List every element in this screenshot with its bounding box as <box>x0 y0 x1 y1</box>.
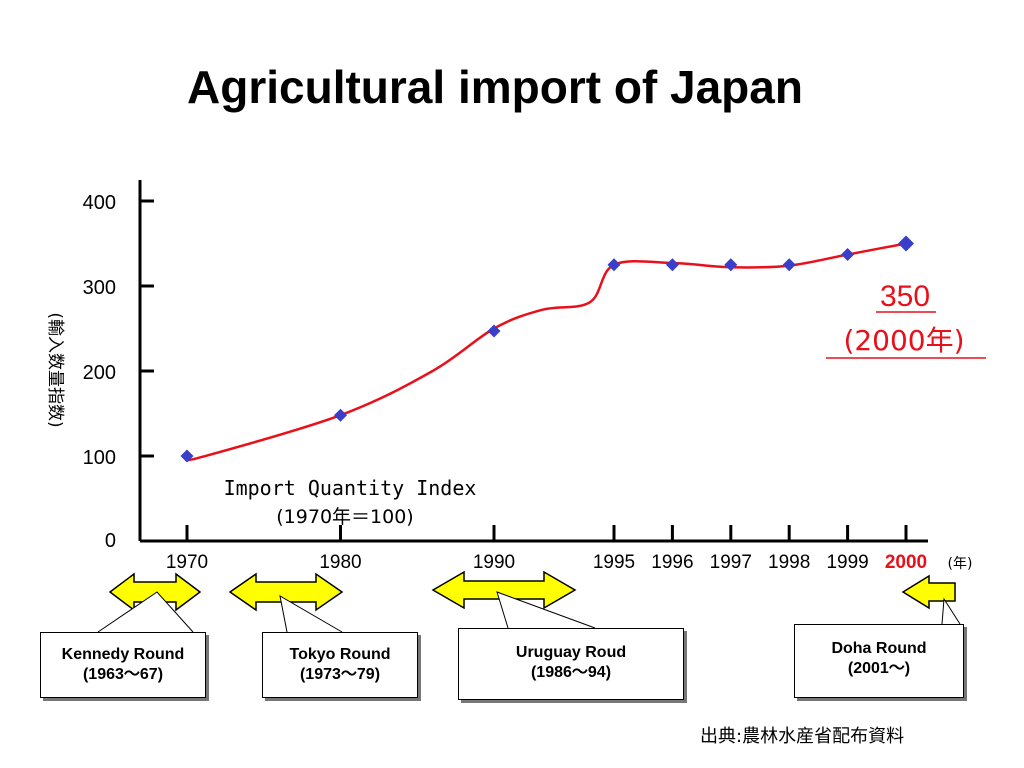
y-tick-label-400: 400 <box>83 192 116 214</box>
series-label: Import Quantity Index <box>224 476 477 500</box>
page-title: Agricultural import of Japan <box>187 61 803 113</box>
marker-1995 <box>607 258 621 272</box>
marker-1990 <box>487 324 501 338</box>
doha-callout-pointer <box>941 597 961 625</box>
data-markers <box>180 235 914 463</box>
y-axis-tick-labels: 0 100 200 300 400 <box>83 192 116 552</box>
doha-round-name: Doha Round <box>831 640 927 657</box>
tokyo-callout-pointer <box>279 595 343 633</box>
x-tick-label-1999: 1999 <box>826 552 868 573</box>
marker-1998 <box>782 258 796 272</box>
tokyo-round-arrow <box>228 572 344 612</box>
doha-round-callout: Doha Round (2001〜) <box>794 624 964 698</box>
x-tick-label-2000: 2000 <box>885 552 927 573</box>
marker-1980 <box>334 408 347 422</box>
series-note: (1970年＝100) <box>276 506 413 528</box>
x-axis-tick-labels: 1970 1980 1990 1995 1996 1997 1998 1999 2000 <box>166 552 927 573</box>
uruguay-round-name: Uruguay Roud <box>515 644 627 661</box>
uruguay-round-years: (1986〜94) <box>530 664 612 681</box>
x-axis-unit-label: (年) <box>948 556 973 572</box>
x-tick-label-1998: 1998 <box>768 552 810 573</box>
marker-1970 <box>180 449 194 463</box>
y-tick-label-100: 100 <box>83 447 116 469</box>
annotation-year: (2000年) <box>843 324 964 357</box>
uruguay-callout-pointer <box>496 591 596 629</box>
import-index-line <box>184 242 908 462</box>
source-note: 出典:農林水産省配布資料 <box>700 726 905 747</box>
y-tick-label-300: 300 <box>83 277 116 299</box>
highlight-annotation: 350 (2000年) <box>826 280 986 359</box>
marker-2000 <box>898 235 914 252</box>
uruguay-round-arrow <box>431 570 577 610</box>
kennedy-round-name: Kennedy Round <box>61 646 185 663</box>
doha-round-years: (2001〜) <box>847 660 911 677</box>
x-tick-label-1997: 1997 <box>710 552 752 573</box>
kennedy-round-arrow <box>108 572 202 612</box>
x-tick-label-1990: 1990 <box>473 552 515 573</box>
y-tick-label-0: 0 <box>105 530 116 552</box>
tokyo-round-callout: Tokyo Round (1973〜79) <box>262 632 418 698</box>
annotation-value: 350 <box>880 280 930 313</box>
x-tick-label-1970: 1970 <box>166 552 208 573</box>
marker-1999 <box>841 248 855 262</box>
chart-axes <box>138 180 928 543</box>
tokyo-round-name: Tokyo Round <box>289 646 391 663</box>
kennedy-callout-pointer <box>97 591 194 633</box>
kennedy-round-years: (1963〜67) <box>82 666 164 683</box>
y-tick-label-200: 200 <box>83 362 116 384</box>
x-axis-ticks <box>185 525 908 541</box>
x-tick-label-1996: 1996 <box>651 552 693 573</box>
x-tick-label-1980: 1980 <box>319 552 361 573</box>
tokyo-round-years: (1973〜79) <box>299 666 381 683</box>
marker-1996 <box>665 258 679 272</box>
kennedy-round-callout: Kennedy Round (1963〜67) <box>40 632 206 698</box>
uruguay-round-callout: Uruguay Roud (1986〜94) <box>458 628 684 700</box>
x-tick-label-1995: 1995 <box>593 552 635 573</box>
doha-round-arrow <box>901 574 956 610</box>
y-axis-label: (輸入数量指数) <box>45 312 65 427</box>
marker-1997 <box>724 258 738 272</box>
